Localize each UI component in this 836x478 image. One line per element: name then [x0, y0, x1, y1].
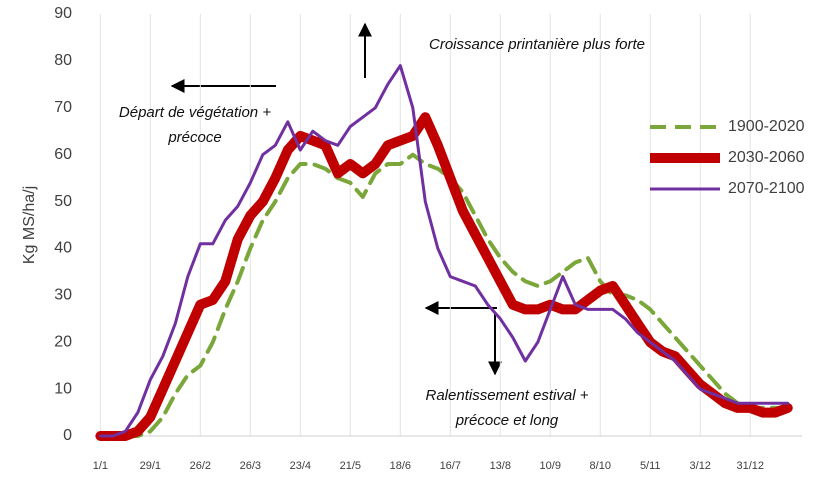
series-line [95, 112, 793, 441]
x-tick-label: 23/4 [290, 460, 311, 472]
annotation: Départ de végétation + [119, 104, 271, 121]
y-tick-label: 60 [54, 146, 72, 163]
x-tick-label: 26/2 [190, 460, 211, 472]
y-tick-label: 0 [63, 427, 72, 444]
arrows [170, 22, 502, 376]
legend-label: 2030-2060 [728, 149, 805, 166]
y-tick-label: 70 [54, 99, 72, 116]
y-tick-label: 90 [54, 5, 72, 22]
x-tick-label: 10/9 [540, 460, 561, 472]
x-tick-label: 16/7 [440, 460, 461, 472]
x-tick-label: 29/1 [140, 460, 161, 472]
y-axis-label: Kg MS/ha/j [21, 186, 38, 264]
x-tick-label: 8/10 [590, 460, 611, 472]
x-tick-label: 5/11 [640, 460, 661, 472]
annotation: précoce et long [455, 412, 559, 429]
legend-label: 1900-2020 [728, 118, 805, 135]
y-tick-label: 30 [54, 287, 72, 304]
annotation: Croissance printanière plus forte [429, 36, 645, 53]
x-tick-label: 18/6 [390, 460, 411, 472]
y-tick-label: 40 [54, 240, 72, 257]
annotation: Ralentissement estival + [426, 387, 589, 404]
x-tick-label: 3/12 [690, 460, 711, 472]
y-tick-label: 80 [54, 52, 72, 69]
x-tick-label: 26/3 [240, 460, 261, 472]
x-tick-label: 31/12 [736, 460, 764, 472]
y-tick-label: 50 [54, 193, 72, 210]
x-tick-label: 21/5 [340, 460, 361, 472]
y-tick-label: 20 [54, 333, 72, 350]
series-line [98, 64, 790, 438]
legend-label: 2070-2100 [728, 180, 805, 197]
x-tick-label: 1/1 [93, 460, 108, 472]
x-tick-label: 13/8 [490, 460, 511, 472]
annotation: précoce [167, 129, 221, 146]
y-tick-label: 10 [54, 380, 72, 397]
